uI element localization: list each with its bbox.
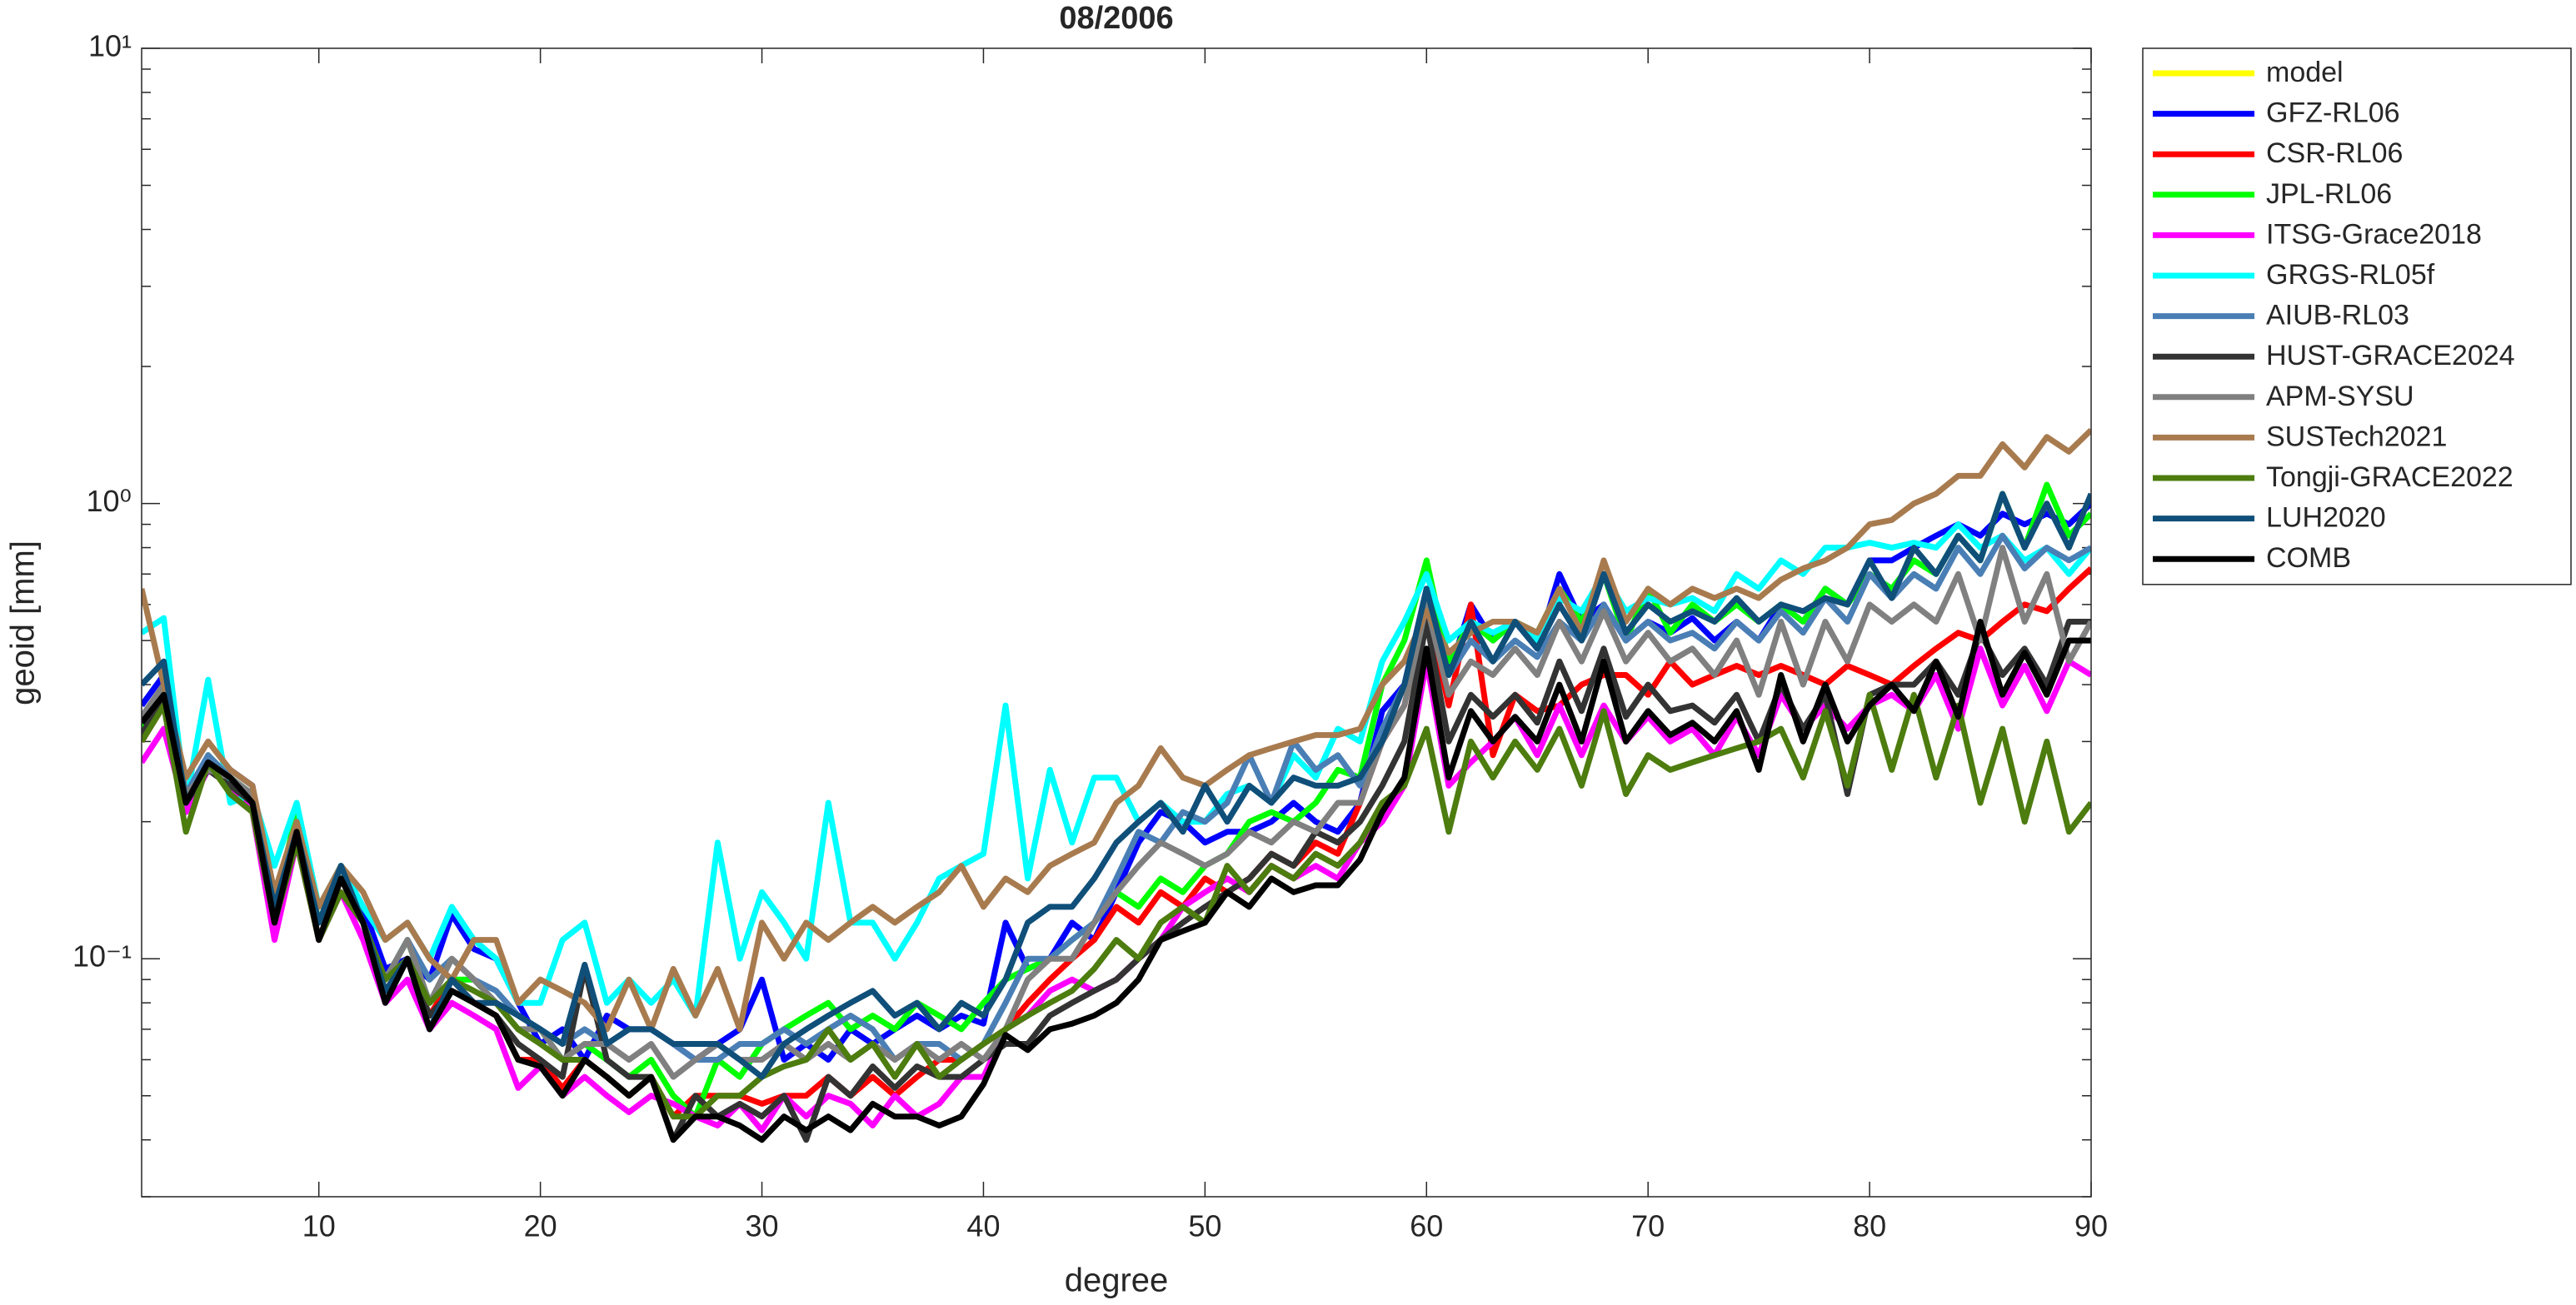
x-tick-label: 10 [302,1209,336,1243]
legend-label: GRGS-RL05f [2266,259,2435,291]
x-tick-label: 70 [1631,1209,1665,1243]
chart-title: 08/2006 [1059,1,1173,36]
x-tick-label: 60 [1410,1209,1443,1243]
plot-frame [141,47,2092,1198]
legend-label: ITSG-Grace2018 [2266,218,2482,250]
legend-label: LUH2020 [2266,502,2386,534]
x-tick-label: 50 [1188,1209,1221,1243]
x-tick-label: 80 [1853,1209,1886,1243]
legend-label: CSR-RL06 [2266,137,2403,169]
x-axis-label: degree [1065,1263,1169,1299]
legend-label: AIUB-RL03 [2266,300,2409,331]
y-tick-label: 10¹ [88,29,132,63]
series-line [142,521,2091,1019]
x-tick-label: 40 [966,1209,1000,1243]
legend-label: SUSTech2021 [2266,421,2447,452]
series-line [142,619,2091,1143]
x-tick-label: 90 [2074,1209,2108,1243]
legend-label: COMB [2266,542,2351,574]
y-tick-label: 10⁰ [87,484,132,518]
series-line [142,427,2091,1033]
series-line [142,491,2091,1080]
legend-label: model [2266,57,2344,88]
x-tick-label: 30 [746,1209,779,1243]
y-tick-label: 10⁻¹ [72,939,132,974]
legend-label: GFZ-RL06 [2266,97,2400,129]
legend-label: APM-SYSU [2266,381,2414,412]
legend-label: JPL-RL06 [2266,178,2392,210]
y-axis-label: geoid [mm] [5,540,42,705]
x-tick-label: 20 [524,1209,557,1243]
series-line [142,545,2091,1080]
legend-label: HUST-GRACE2024 [2266,340,2515,371]
legend-label: Tongji-GRACE2022 [2266,461,2514,493]
